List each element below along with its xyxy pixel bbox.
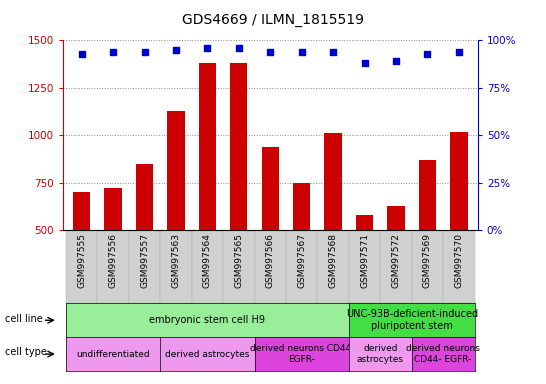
Bar: [356, 215, 373, 325]
Bar: [293, 183, 310, 325]
Bar: [104, 188, 122, 325]
Text: UNC-93B-deficient-induced
pluripotent stem: UNC-93B-deficient-induced pluripotent st…: [346, 310, 478, 331]
Point: [78, 51, 86, 57]
Text: cell type: cell type: [5, 348, 47, 358]
Text: derived neurons CD44-
EGFR-: derived neurons CD44- EGFR-: [250, 344, 354, 364]
Point: [454, 49, 463, 55]
Text: derived neurons
CD44- EGFR-: derived neurons CD44- EGFR-: [406, 344, 480, 364]
Point: [391, 58, 400, 64]
Text: derived astrocytes: derived astrocytes: [165, 349, 250, 359]
Bar: [167, 111, 185, 325]
Point: [171, 47, 180, 53]
Point: [203, 45, 212, 51]
Point: [329, 49, 337, 55]
Bar: [387, 206, 405, 325]
Point: [234, 45, 243, 51]
Point: [423, 51, 432, 57]
Text: embryonic stem cell H9: embryonic stem cell H9: [150, 315, 265, 325]
Point: [266, 49, 275, 55]
Point: [298, 49, 306, 55]
Bar: [230, 63, 247, 325]
Point: [360, 60, 369, 66]
Bar: [324, 132, 342, 325]
Bar: [199, 63, 216, 325]
Bar: [419, 160, 436, 325]
Point: [140, 49, 149, 55]
Bar: [262, 147, 279, 325]
Text: GDS4669 / ILMN_1815519: GDS4669 / ILMN_1815519: [182, 13, 364, 27]
Text: cell line: cell line: [5, 314, 43, 324]
Bar: [136, 164, 153, 325]
Text: undifferentiated: undifferentiated: [76, 349, 150, 359]
Bar: [73, 192, 90, 325]
Text: derived
astrocytes: derived astrocytes: [357, 344, 404, 364]
Bar: [450, 132, 467, 325]
Point: [109, 49, 117, 55]
